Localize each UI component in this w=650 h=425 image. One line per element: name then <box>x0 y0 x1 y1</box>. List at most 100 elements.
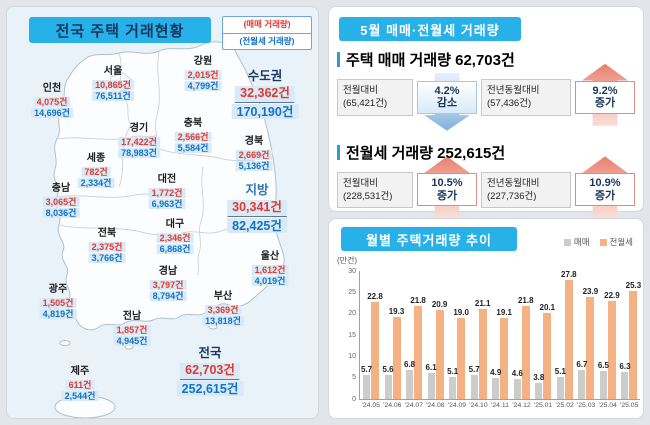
x-axis-label: '24.10 <box>469 402 488 409</box>
rent-bar-value: 21.8 <box>517 296 534 305</box>
y-axis-tick: 15 <box>348 331 356 339</box>
map-legend: (매매 거래량) (전월세 거래량) <box>222 16 312 51</box>
rent-bar <box>607 301 616 399</box>
sale-bar-value: 6.3 <box>619 362 631 372</box>
mom-rent-box: 전월대비 (228,531건) <box>337 171 413 209</box>
region-label-gwangju: 광주 1,505건 4,819건 <box>39 284 77 320</box>
x-axis-label: '24.07 <box>404 402 423 409</box>
y-axis-tick: 0 <box>352 395 356 403</box>
sale-bar-value: 5.1 <box>554 367 566 377</box>
region-label-chungbuk: 충북 2,566건 5,584건 <box>174 118 212 154</box>
legend-swatch-icon <box>563 238 571 246</box>
chart-legend: 매매 전월세 <box>563 236 633 248</box>
region-label-daejeon: 대전 1,772건 6,963건 <box>148 174 186 210</box>
sale-bar <box>556 377 564 399</box>
x-axis-label: '25.03 <box>576 402 596 409</box>
yoy-rent-indicator: 10.9% 증가 <box>575 156 635 219</box>
sale-bar <box>427 372 435 399</box>
chart-legend-item: 전월세 <box>599 236 633 248</box>
region-label-jeonguk: 전국 62,703건 252,615건 <box>176 346 244 397</box>
x-axis-label: '25.01 <box>533 402 553 409</box>
sale-bar-value: 6.8 <box>404 360 416 369</box>
rent-bar-value: 27.8 <box>561 270 577 280</box>
x-axis-label: '25.04 <box>598 402 617 409</box>
heading-accent-bar <box>337 52 340 67</box>
region-label-busan: 부산 3,369건 13,818건 <box>202 291 244 327</box>
rent-bar <box>586 297 595 399</box>
sale-bar <box>470 374 478 399</box>
rent-bar-value: 19.1 <box>496 307 512 317</box>
sale-bar <box>449 377 457 399</box>
region-label-jeonbuk: 전북 2,375건 3,766건 <box>88 228 126 264</box>
chart-plot: 0 5 10 15 20 25 30 5.7 22.8 '24.05 5.6 19.3 '24.06 6.… <box>348 268 641 410</box>
rent-bar-value: 23.9 <box>582 287 599 297</box>
yoy-sale-box: 전년동월대비 (57,436건) <box>481 79 571 116</box>
sale-volume-heading: 주택 매매 거래량 62,703건 <box>337 49 635 70</box>
sale-bar-value: 4.9 <box>490 368 502 378</box>
mom-rent-indicator: 10.5% 증가 <box>417 156 477 219</box>
x-axis-label: '24.11 <box>491 402 509 409</box>
rent-bar-value: 22.8 <box>367 291 383 301</box>
mom-sale-indicator: 4.2% 감소 <box>417 72 477 131</box>
x-axis-label: '24.05 <box>361 402 380 409</box>
region-label-jibang: 지방 30,341건 82,425건 <box>227 183 287 234</box>
y-axis-tick: 30 <box>348 267 356 275</box>
yoy-sale-indicator: 9.2% 증가 <box>575 63 635 126</box>
region-label-jeonnam: 전남 1,857건 4,945건 <box>113 311 151 347</box>
sale-bar-value: 6.1 <box>425 362 437 372</box>
chart-unit-label: (만건) <box>337 256 358 265</box>
sale-bar <box>513 379 521 399</box>
map-panel-title: 전국 주택 거래현황 <box>29 17 211 43</box>
map-panel: 전국 주택 거래현황 (매매 거래량) (전월세 거래량) 서울 10,865건 7… <box>6 6 319 419</box>
heading-accent-bar <box>337 144 340 160</box>
sale-bar <box>406 370 414 399</box>
rent-bar <box>457 317 466 399</box>
x-axis-label: '24.08 <box>426 402 445 409</box>
x-axis-label: '25.05 <box>620 402 639 409</box>
sale-bar <box>363 374 370 399</box>
map-legend-sale: (매매 거래량) <box>223 17 311 34</box>
x-axis-label: '25.02 <box>555 402 574 409</box>
region-label-gyeongbuk: 경북 2,669건 5,136건 <box>235 136 273 172</box>
region-label-seoul: 서울 10,865건 76,511건 <box>92 66 134 102</box>
y-axis-tick: 20 <box>348 310 356 318</box>
sale-comparison-row: 전월대비 (65,421건) 4.2% 감소 전년동월대비 (57,436건) … <box>329 63 643 131</box>
rent-bar <box>543 313 552 399</box>
rent-bar-value: 21.8 <box>410 296 426 305</box>
rent-bar-value: 19.3 <box>388 306 405 316</box>
x-axis-label: '24.09 <box>447 402 467 409</box>
chart-panel: 월별 주택거래량 추이 매매 전월세 (만건) 0 5 10 15 20 25 30 5.7 22… <box>328 218 644 419</box>
rent-bar-value: 25.3 <box>625 281 642 291</box>
rent-bar <box>629 291 638 399</box>
summary-panel: 5월 매매·전월세 거래량 주택 매매 거래량 62,703건 전월대비 (65… <box>328 6 644 219</box>
legend-swatch-icon <box>599 238 607 246</box>
rent-bar <box>500 317 509 399</box>
sale-bar-value: 5.7 <box>360 364 373 374</box>
yoy-rent-box: 전년동월대비 (227,736건) <box>481 171 571 209</box>
sale-bar <box>621 372 629 399</box>
rent-bar <box>564 280 573 399</box>
y-axis-tick: 5 <box>352 374 356 382</box>
mom-sale-box: 전월대비 (65,421건) <box>337 79 413 116</box>
rent-bar-value: 22.9 <box>604 291 620 301</box>
rent-bar <box>478 308 487 399</box>
sale-bar <box>384 375 392 399</box>
region-label-chungnam: 충남 3,065건 8,036건 <box>42 183 80 219</box>
sale-bar <box>599 371 607 399</box>
rent-bar-value: 19.0 <box>453 307 469 317</box>
x-axis-label: '24.12 <box>512 402 531 409</box>
sale-bar-value: 5.6 <box>382 365 394 375</box>
sale-bar-value: 6.7 <box>576 360 588 370</box>
rent-bar <box>435 309 444 399</box>
y-axis-tick: 25 <box>348 288 356 296</box>
region-label-incheon: 인천 4,075건 14,696건 <box>31 83 73 119</box>
map-legend-rent: (전월세 거래량) <box>239 35 295 46</box>
rent-bar <box>371 301 379 399</box>
region-label-gangwon: 강원 2,015건 4,799건 <box>184 56 222 92</box>
rent-comparison-row: 전월대비 (228,531건) 10.5% 증가 전년동월대비 (227,736… <box>329 156 643 219</box>
rent-bar <box>521 306 530 399</box>
region-label-sejong: 세종 782건 2,334건 <box>77 153 115 189</box>
region-label-gyeongnam: 경남 3,797건 8,794건 <box>149 266 187 302</box>
chart-panel-title: 월별 주택거래량 추이 <box>341 227 517 251</box>
rent-bar <box>392 316 401 399</box>
